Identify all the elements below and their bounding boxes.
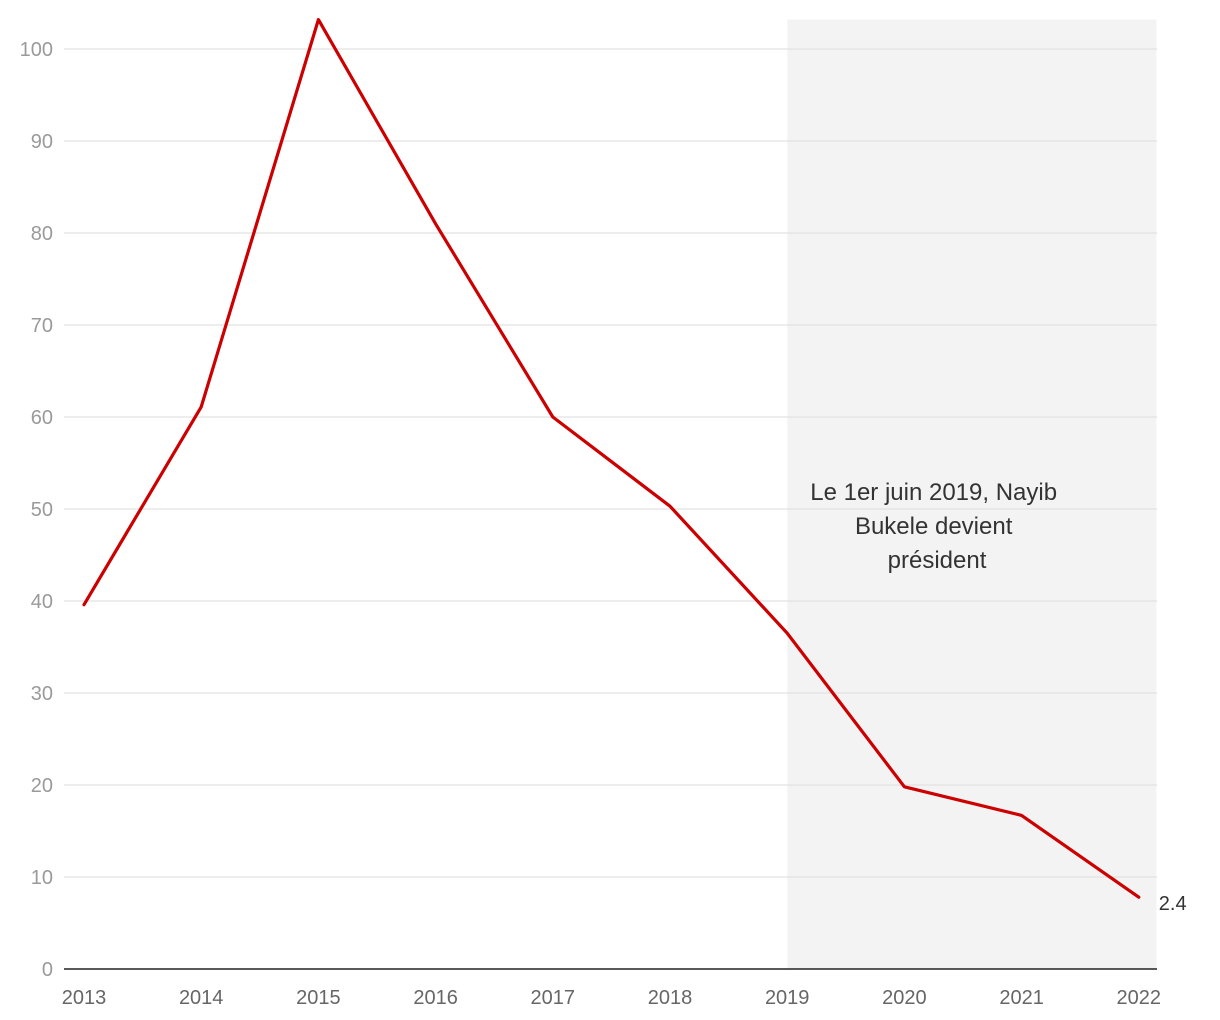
y-tick-label: 80 xyxy=(31,223,53,245)
annotation-line-3: président xyxy=(888,547,987,574)
annotation-text: Le 1er juin 2019, Nayib Bukele devient p… xyxy=(810,479,1064,574)
x-tick-label: 2016 xyxy=(413,987,458,1009)
annotation-line-2: Bukele devient xyxy=(855,513,1013,540)
y-tick-label: 90 xyxy=(31,131,53,153)
y-axis-tick-labels: 0 10 20 30 40 50 60 70 80 90 100 xyxy=(20,39,53,981)
gridlines xyxy=(64,48,1157,878)
x-tick-label: 2015 xyxy=(296,987,341,1009)
x-tick-label: 2014 xyxy=(179,987,224,1009)
y-tick-label: 0 xyxy=(42,959,53,981)
y-tick-label: 30 xyxy=(31,683,53,705)
annotation-line-1: Le 1er juin 2019, Nayib xyxy=(810,479,1057,506)
x-tick-label: 2013 xyxy=(62,987,107,1009)
y-tick-label: 10 xyxy=(31,867,53,889)
series-line xyxy=(82,18,1141,899)
y-tick-label: 20 xyxy=(31,775,53,797)
x-axis-tick-labels: 2013 2014 2015 2016 2017 2018 2019 2020 2021 2022 xyxy=(62,987,1161,1009)
end-value-label: 2.4 xyxy=(1159,893,1187,915)
y-tick-label: 70 xyxy=(31,315,53,337)
y-tick-label: 100 xyxy=(20,39,53,61)
x-tick-label: 2019 xyxy=(765,987,810,1009)
y-tick-label: 40 xyxy=(31,591,53,613)
x-tick-label: 2020 xyxy=(882,987,927,1009)
y-tick-label: 60 xyxy=(31,407,53,429)
x-tick-label: 2022 xyxy=(1117,987,1162,1009)
highlight-period-band xyxy=(787,19,1157,970)
x-tick-label: 2018 xyxy=(648,987,693,1009)
x-tick-label: 2021 xyxy=(999,987,1044,1009)
x-tick-label: 2017 xyxy=(531,987,576,1009)
y-tick-label: 50 xyxy=(31,499,53,521)
